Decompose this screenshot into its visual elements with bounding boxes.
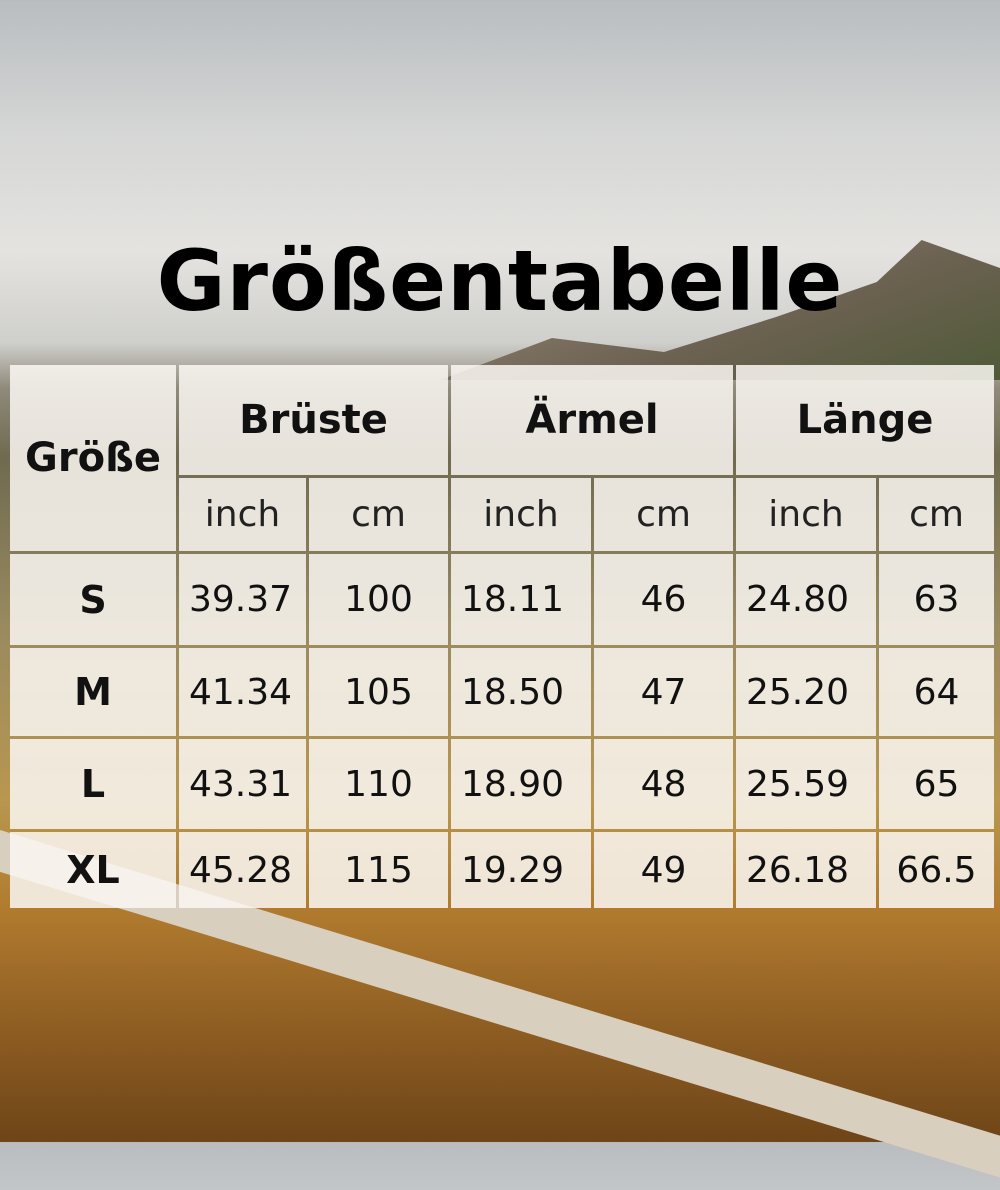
unit-header: cm [594,478,733,551]
size-label: M [10,648,176,736]
table-cell: 66.5 [879,832,994,908]
table-cell: 47 [594,648,733,736]
size-label: S [10,554,176,645]
table-cell: 110 [309,739,448,829]
table-cell: 63 [879,554,994,645]
unit-header: cm [879,478,994,551]
table-cell: 43.31 [179,739,306,829]
table-cell: 105 [309,648,448,736]
table-cell: 18.90 [451,739,591,829]
table-cell: 65 [879,739,994,829]
table-cell: 39.37 [179,554,306,645]
unit-header: inch [736,478,876,551]
size-table: Größe Brüste Ärmel Länge inch cm inch cm inc… [10,365,994,908]
table-cell: 64 [879,648,994,736]
unit-header: cm [309,478,448,551]
table-cell: 25.59 [736,739,876,829]
size-label: XL [10,832,176,908]
table-cell: 18.11 [451,554,591,645]
table-cell: 26.18 [736,832,876,908]
table-cell: 24.80 [736,554,876,645]
table-cell: 41.34 [179,648,306,736]
unit-header: inch [451,478,591,551]
group-header-chest: Brüste [179,365,448,475]
table-cell: 48 [594,739,733,829]
table-cell: 46 [594,554,733,645]
table-cell: 45.28 [179,832,306,908]
group-header-sleeve: Ärmel [451,365,733,475]
table-cell: 25.20 [736,648,876,736]
group-header-length: Länge [736,365,994,475]
page-title: Größentabelle [156,232,844,330]
size-header: Größe [10,365,176,551]
table-cell: 49 [594,832,733,908]
table-cell: 19.29 [451,832,591,908]
table-cell: 100 [309,554,448,645]
table-cell: 115 [309,832,448,908]
unit-header: inch [179,478,306,551]
size-label: L [10,739,176,829]
table-cell: 18.50 [451,648,591,736]
